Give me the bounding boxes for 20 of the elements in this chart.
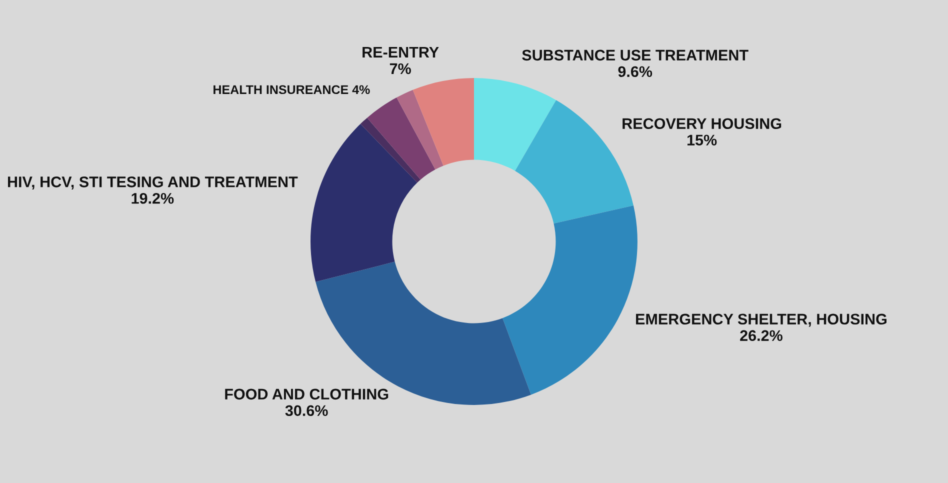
slice-label: RECOVERY HOUSING	[622, 118, 782, 130]
data-label: 7%	[390, 63, 411, 74]
data-label: 19.2%	[132, 192, 174, 204]
donut-slice	[474, 78, 556, 171]
slice-label: HEALTH INSUREANCE 4%	[214, 85, 370, 94]
donut-slice	[412, 78, 474, 166]
slice-label: RE-ENTRY	[362, 46, 439, 58]
slice-label: HIV, HCV, STI TESING AND TREATMENT	[8, 176, 298, 190]
data-label: 15%	[687, 134, 717, 146]
data-label: 26.2%	[740, 330, 782, 341]
data-label: 9.6%	[618, 66, 652, 78]
donut-slice	[502, 206, 638, 395]
slice-label: SUBSTANCE USE TREATMENT	[522, 50, 748, 61]
donut-slice	[367, 98, 436, 180]
donut-slice	[396, 90, 444, 170]
donut-slice	[310, 124, 418, 282]
slice-label: FOOD AND CLOTHING	[225, 388, 388, 400]
slice-label: EMERGENCY SHELTER, HOUSING	[636, 314, 886, 327]
data-label: 30.6%	[285, 405, 328, 416]
donut-slice	[360, 118, 421, 183]
